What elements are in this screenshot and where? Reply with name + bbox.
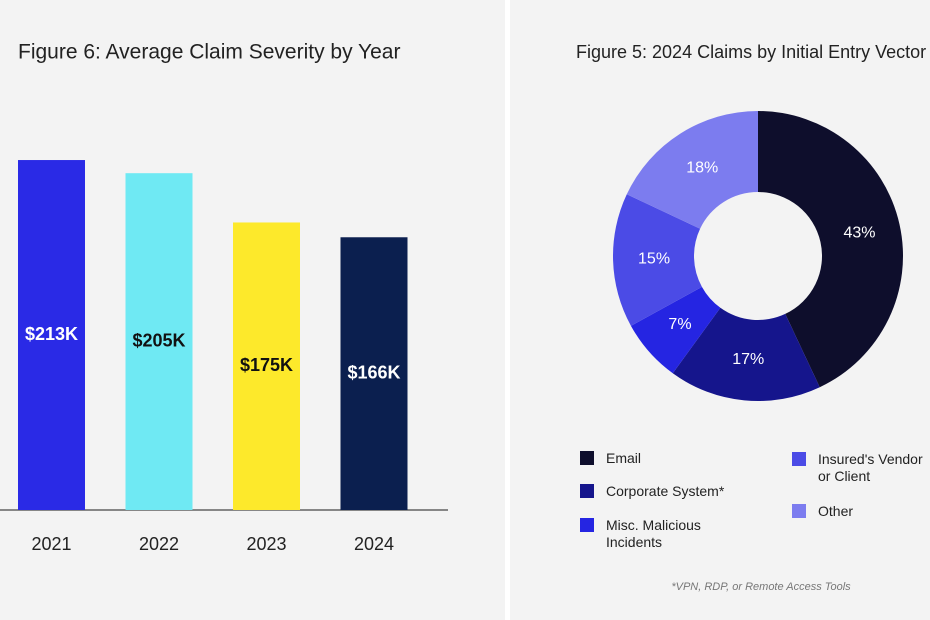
bar (340, 237, 408, 510)
x-tick-label: 2023 (246, 534, 286, 554)
x-tick-label: 2022 (139, 534, 179, 554)
value-label: $175K (240, 355, 293, 375)
legend-item: Misc. Malicious Incidents (580, 517, 741, 551)
legend-swatch (792, 452, 806, 466)
divider (505, 0, 510, 620)
bar (233, 222, 300, 510)
value-label: 15% (638, 250, 670, 267)
legend-item: Insured's Vendor or Client (792, 451, 930, 485)
legend-label: Misc. Malicious Incidents (606, 517, 701, 550)
pie-slice (626, 111, 758, 229)
pie-slice (758, 111, 903, 388)
bar (125, 173, 193, 510)
chart-title: Figure 6: Average Claim Severity by Year (18, 41, 400, 64)
legend-swatch (580, 518, 594, 532)
pie-slice (613, 194, 702, 326)
chart-title: Figure 5: 2024 Claims by Initial Entry V… (576, 42, 926, 62)
legend-item: Corporate System* (580, 483, 741, 500)
bar (18, 160, 85, 510)
value-label: $213K (25, 324, 78, 344)
x-tick-label: 2021 (31, 534, 71, 554)
legend-item: Email (580, 450, 741, 467)
legend-label: Insured's Vendor or Client (818, 451, 923, 484)
legend-swatch (792, 504, 806, 518)
value-label: 18% (686, 159, 718, 176)
legend-label: Email (606, 450, 642, 466)
value-label: 17% (732, 351, 764, 368)
footnote: *VPN, RDP, or Remote Access Tools (671, 581, 851, 593)
legend-swatch (580, 484, 594, 498)
value-label: 7% (668, 316, 691, 333)
pie-slice (630, 286, 721, 374)
legend-swatch (580, 451, 594, 465)
x-tick-label: 2024 (354, 534, 394, 554)
legend-label: Corporate System* (606, 483, 725, 499)
value-label: $205K (132, 330, 185, 350)
value-label: 43% (843, 225, 875, 242)
value-label: $166K (347, 362, 400, 382)
legend-item: Other (792, 503, 930, 520)
pie-slice (672, 307, 820, 401)
legend-label: Other (818, 503, 854, 519)
